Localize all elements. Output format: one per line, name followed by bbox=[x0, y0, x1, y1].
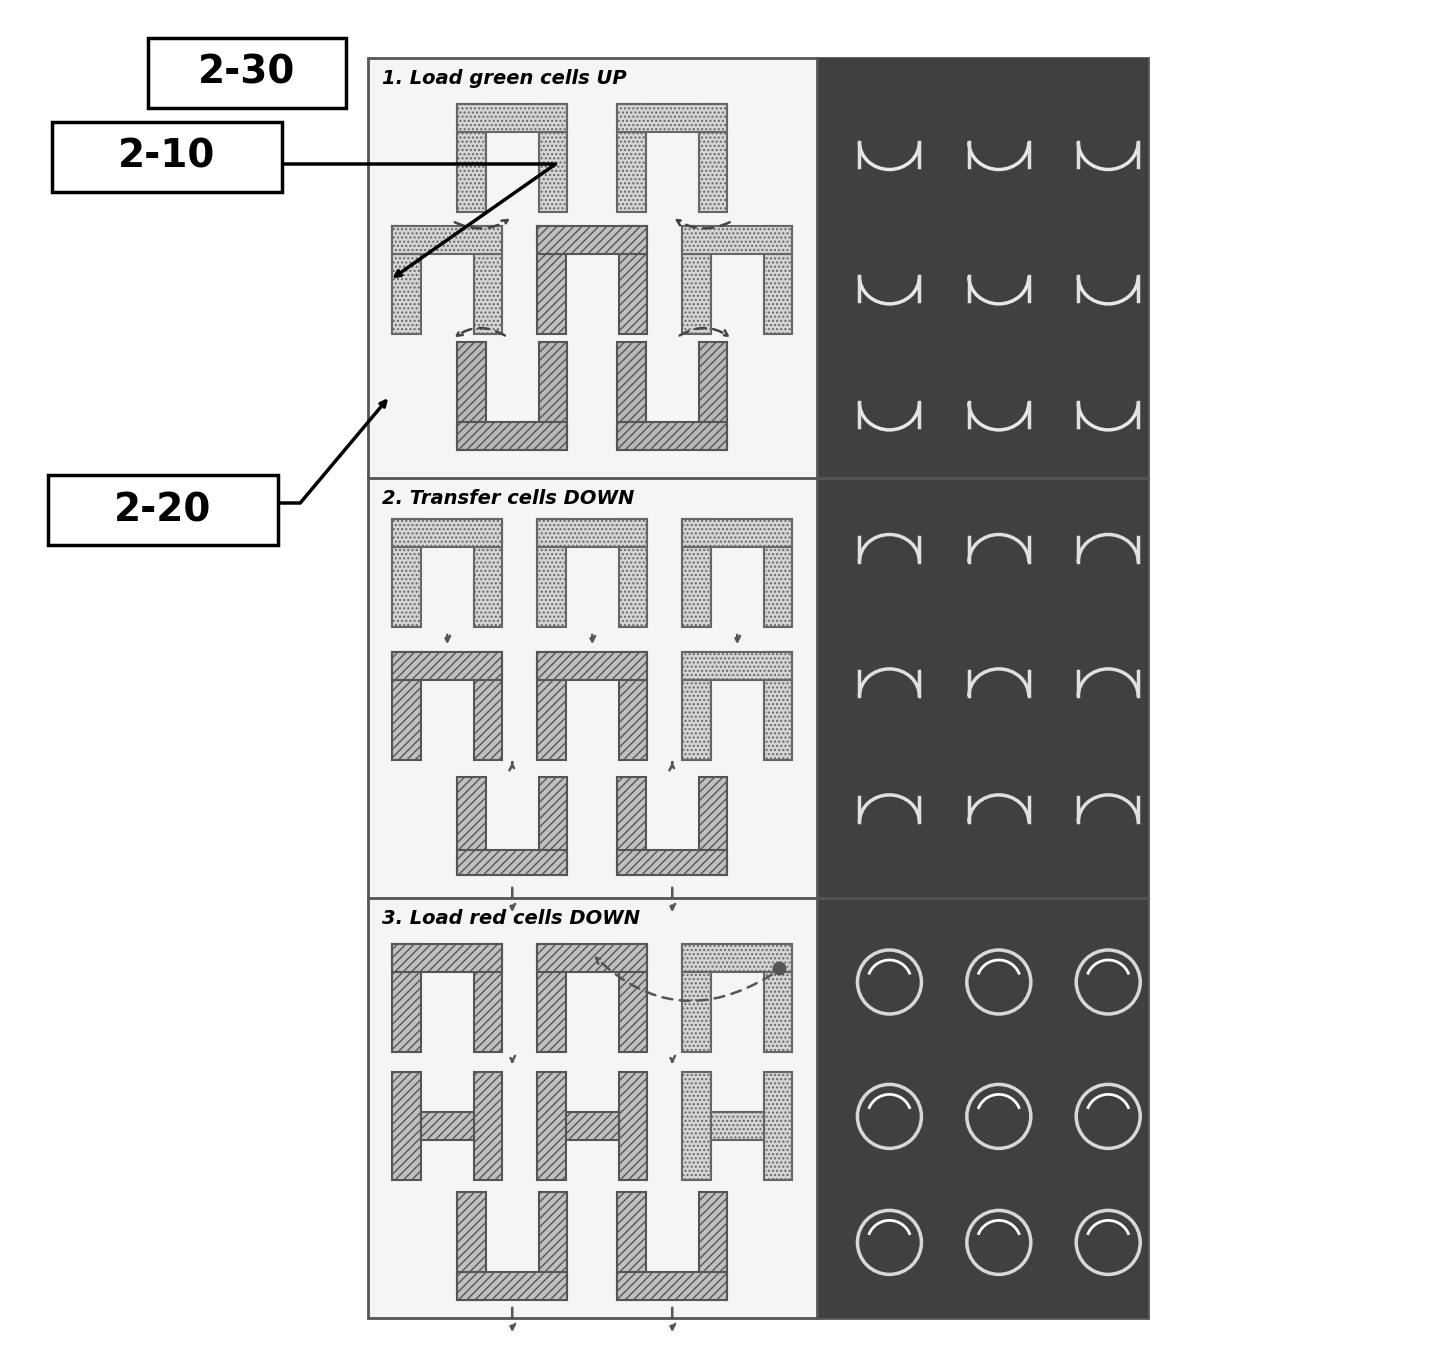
Bar bbox=[817, 478, 1148, 898]
Bar bbox=[539, 778, 568, 875]
Bar bbox=[473, 945, 502, 1051]
Bar bbox=[617, 104, 646, 212]
Bar bbox=[566, 1112, 618, 1140]
Bar bbox=[711, 1112, 763, 1140]
FancyBboxPatch shape bbox=[52, 122, 282, 192]
Bar bbox=[392, 226, 502, 255]
Bar bbox=[698, 1192, 727, 1301]
Bar bbox=[458, 1272, 568, 1301]
Bar bbox=[817, 898, 1148, 1318]
Bar bbox=[617, 1272, 727, 1301]
Bar bbox=[473, 1072, 502, 1180]
Bar bbox=[763, 652, 792, 760]
Bar bbox=[368, 57, 1148, 1318]
Bar bbox=[537, 226, 647, 255]
Text: 2-10: 2-10 bbox=[119, 138, 216, 177]
Bar bbox=[392, 519, 502, 548]
Bar bbox=[682, 652, 711, 760]
Bar bbox=[763, 519, 792, 627]
Bar bbox=[473, 519, 502, 627]
Bar bbox=[392, 1072, 421, 1180]
Bar bbox=[698, 342, 727, 450]
Bar bbox=[682, 519, 792, 548]
Text: 2-30: 2-30 bbox=[198, 53, 295, 92]
Bar bbox=[617, 850, 727, 875]
Text: 2. Transfer cells DOWN: 2. Transfer cells DOWN bbox=[382, 489, 634, 508]
Bar bbox=[682, 226, 792, 255]
Bar bbox=[537, 1072, 566, 1180]
Bar bbox=[539, 342, 568, 450]
Bar bbox=[537, 226, 566, 334]
Bar bbox=[458, 422, 568, 450]
Bar bbox=[698, 778, 727, 875]
Bar bbox=[617, 778, 646, 875]
Bar bbox=[537, 652, 647, 680]
Bar bbox=[392, 945, 421, 1051]
Bar bbox=[698, 104, 727, 212]
Bar bbox=[682, 945, 792, 972]
Bar bbox=[537, 945, 647, 972]
Bar bbox=[682, 945, 711, 1051]
Bar bbox=[537, 519, 647, 548]
Bar bbox=[682, 226, 711, 334]
Bar bbox=[618, 519, 647, 627]
Bar bbox=[421, 1112, 473, 1140]
Bar bbox=[392, 652, 502, 680]
Bar bbox=[458, 342, 487, 450]
Bar bbox=[458, 1192, 487, 1301]
Bar bbox=[617, 422, 727, 450]
Bar bbox=[817, 57, 1148, 478]
Bar bbox=[537, 945, 566, 1051]
Text: 2-20: 2-20 bbox=[114, 491, 211, 528]
Bar bbox=[537, 519, 566, 627]
Bar bbox=[392, 519, 421, 627]
Bar bbox=[539, 1192, 568, 1301]
Bar bbox=[617, 104, 727, 131]
Bar bbox=[392, 945, 502, 972]
Bar bbox=[763, 226, 792, 334]
Bar bbox=[763, 1072, 792, 1180]
Bar bbox=[458, 104, 568, 131]
Bar bbox=[458, 850, 568, 875]
Bar bbox=[682, 652, 792, 680]
Bar bbox=[392, 226, 421, 334]
Bar bbox=[618, 652, 647, 760]
Bar bbox=[458, 104, 487, 212]
Bar bbox=[618, 1072, 647, 1180]
Bar bbox=[458, 778, 487, 875]
Bar bbox=[392, 652, 421, 760]
FancyBboxPatch shape bbox=[48, 475, 278, 545]
Text: 1. Load green cells UP: 1. Load green cells UP bbox=[382, 68, 627, 88]
FancyBboxPatch shape bbox=[148, 38, 346, 108]
Bar bbox=[682, 1072, 711, 1180]
Text: 3. Load red cells DOWN: 3. Load red cells DOWN bbox=[382, 909, 640, 928]
Bar bbox=[473, 652, 502, 760]
Bar bbox=[539, 104, 568, 212]
Bar bbox=[617, 1192, 646, 1301]
Bar bbox=[537, 652, 566, 760]
Bar bbox=[763, 945, 792, 1051]
Bar bbox=[617, 342, 646, 450]
Bar bbox=[682, 519, 711, 627]
Bar bbox=[618, 226, 647, 334]
Bar bbox=[473, 226, 502, 334]
Bar bbox=[618, 945, 647, 1051]
